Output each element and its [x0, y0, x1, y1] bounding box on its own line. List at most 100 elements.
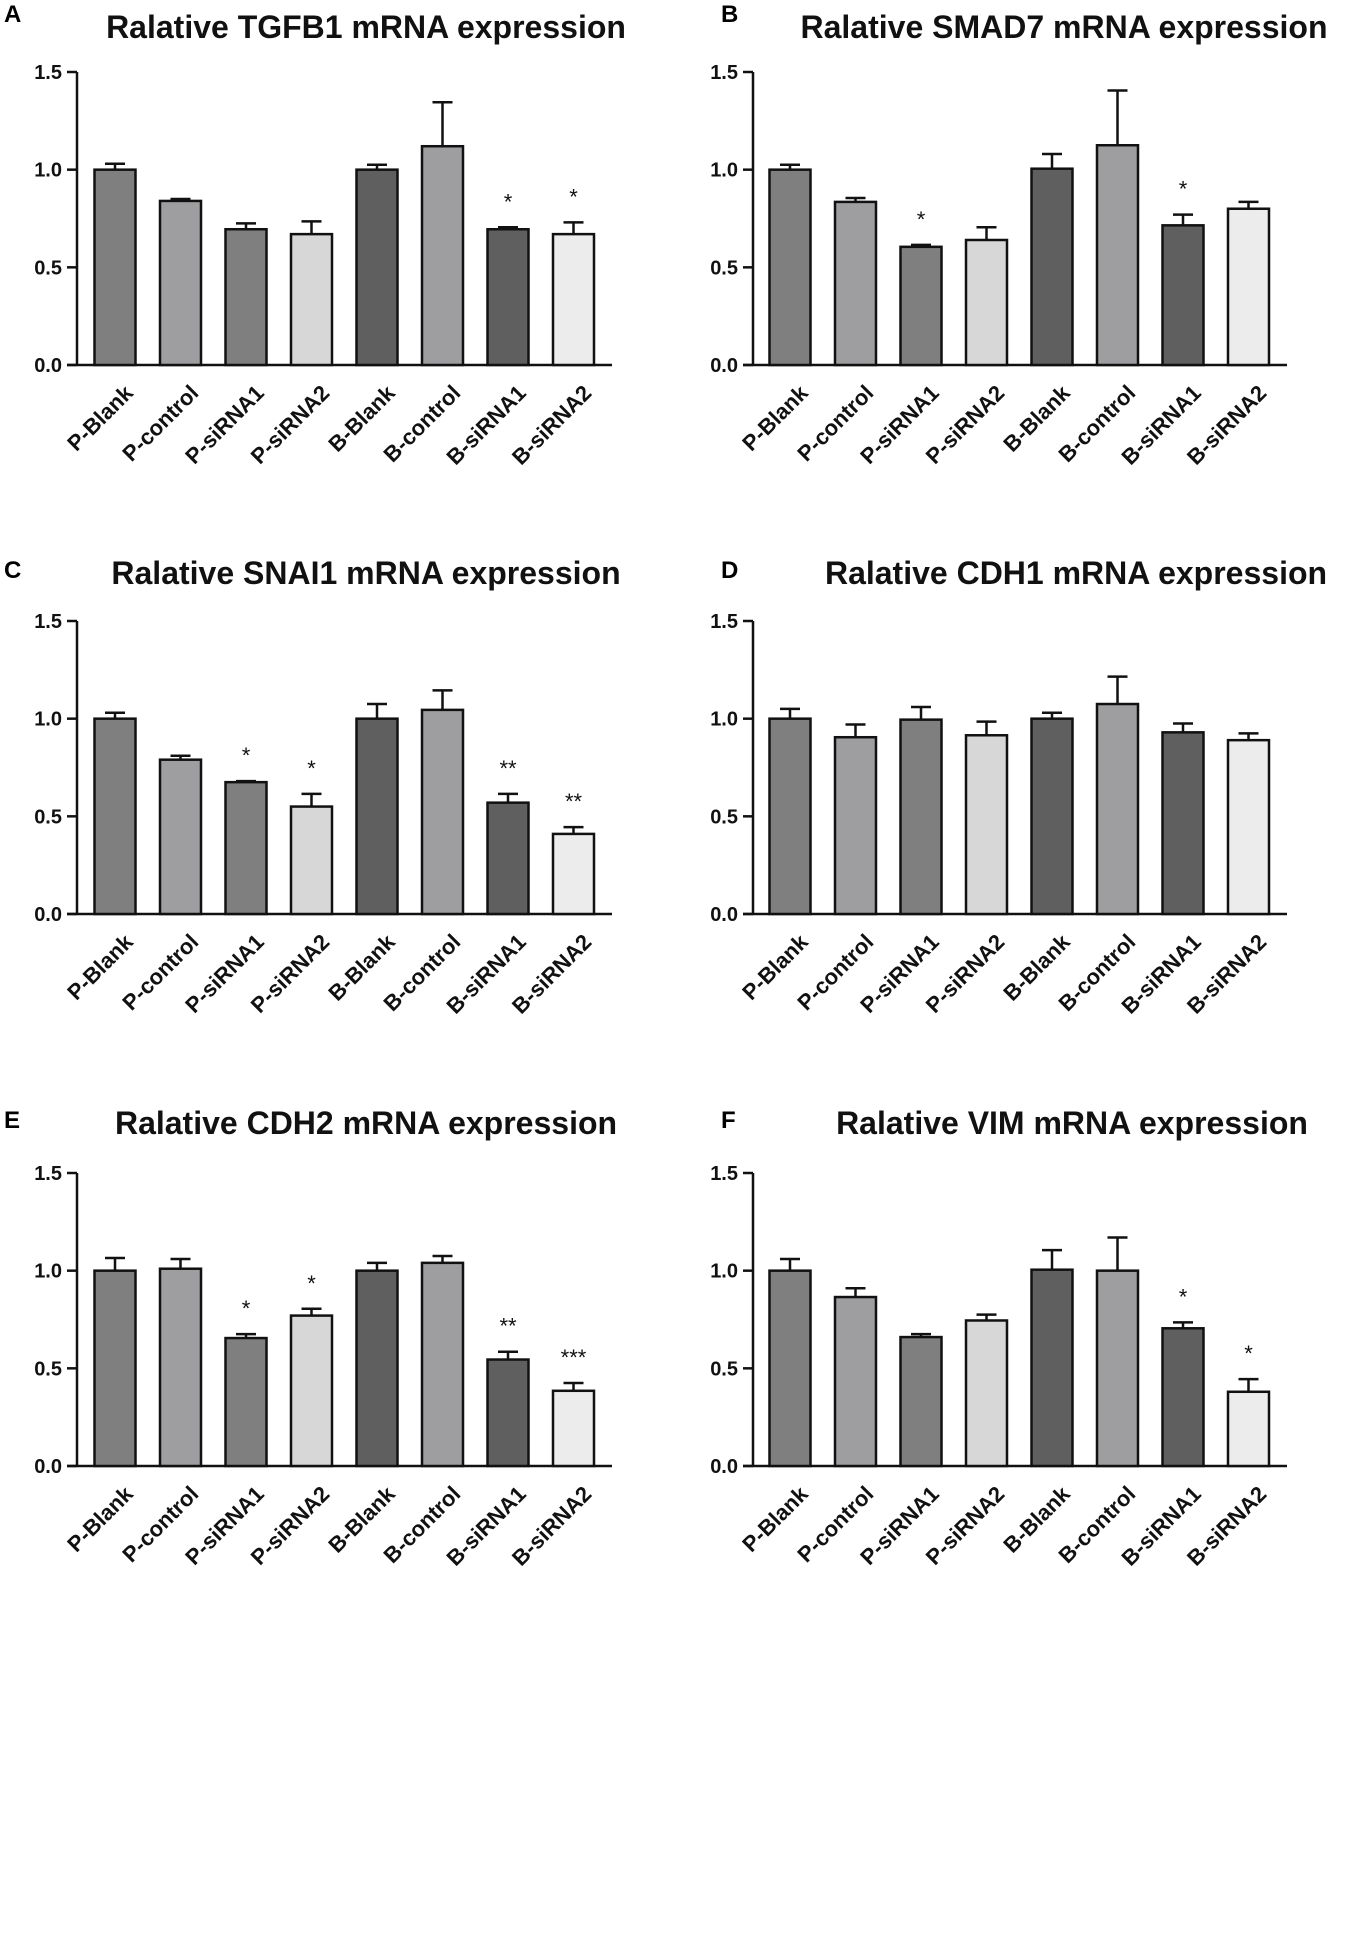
bar-b-sirna2 [1226, 207, 1271, 367]
y-tick-label: 1.0 [710, 1261, 738, 1283]
bar-b-sirna2 [1226, 738, 1271, 916]
bar-b-sirna1 [1161, 1327, 1205, 1468]
y-tick-label: 0.5 [34, 1358, 62, 1380]
bar-p-sirna1 [224, 1336, 268, 1468]
chart-panel-d: D Ralative CDH1 mRNA expression 0.0 0.5 1.0 1… [710, 555, 1327, 1019]
y-tick-label: 1.5 [34, 611, 62, 633]
bar-p-blank [768, 717, 812, 916]
y-tick-label: 0.0 [710, 904, 738, 926]
y-tick-label: 1.0 [710, 709, 738, 731]
bar-b-sirna2 [551, 1389, 596, 1468]
significance-marker: * [504, 189, 513, 214]
panel-letter: B [721, 1, 738, 28]
bar-b-blank [1030, 717, 1074, 916]
panel-letter: D [721, 557, 738, 584]
bar-p-control [833, 200, 878, 367]
y-tick-label: 0.5 [34, 806, 62, 828]
y-tick-label: 0.0 [34, 1456, 62, 1478]
y-tick-label: 0.5 [710, 257, 738, 279]
bar-p-sirna2 [289, 1314, 334, 1468]
chart-panel-e: E Ralative CDH2 mRNA expression 0.0 0.5 1.0 1… [4, 1105, 617, 1571]
bar-b-sirna1 [486, 227, 530, 367]
bar-p-blank [93, 168, 137, 367]
y-tick-label: 0.0 [710, 355, 738, 377]
bar-p-sirna2 [964, 734, 1009, 916]
bar-p-control [158, 1267, 203, 1468]
y-tick-label: 1.5 [34, 1163, 62, 1185]
bar-p-blank [768, 168, 812, 367]
bar-p-sirna1 [899, 1335, 943, 1468]
chart-title: Ralative CDH1 mRNA expression [825, 555, 1327, 591]
panel-letter: A [4, 1, 21, 28]
bar-b-control [420, 1261, 465, 1468]
significance-marker: ** [499, 1314, 517, 1339]
bar-p-sirna1 [224, 780, 268, 916]
significance-marker: * [307, 756, 316, 781]
bar-b-control [1095, 702, 1140, 916]
chart-title: Ralative TGFB1 mRNA expression [106, 9, 626, 45]
bar-p-blank [93, 1269, 137, 1468]
y-tick-label: 1.0 [34, 709, 62, 731]
significance-marker: *** [561, 1345, 587, 1370]
y-tick-label: 0.0 [34, 904, 62, 926]
significance-marker: * [1244, 1341, 1253, 1366]
chart-panel-c: C Ralative SNAI1 mRNA expression 0.0 0.5 1.0… [4, 555, 621, 1019]
panel-letter: F [721, 1107, 736, 1134]
bar-b-sirna1 [486, 801, 530, 916]
bar-p-control [833, 735, 878, 916]
bar-p-control [833, 1295, 878, 1468]
significance-marker: * [242, 1296, 251, 1321]
y-tick-label: 1.0 [34, 160, 62, 182]
bar-p-sirna1 [899, 718, 943, 916]
bar-b-sirna1 [1161, 731, 1205, 916]
chart-title: Ralative SNAI1 mRNA expression [111, 555, 620, 591]
significance-marker: * [1179, 177, 1188, 202]
bar-b-blank [355, 717, 399, 916]
bar-b-blank [1030, 1268, 1074, 1468]
bar-b-sirna2 [551, 832, 596, 916]
significance-marker: * [242, 743, 251, 768]
bar-b-sirna1 [1161, 224, 1205, 367]
chart-title: Ralative CDH2 mRNA expression [115, 1105, 617, 1141]
bar-p-sirna1 [224, 227, 268, 367]
chart-title: Ralative SMAD7 mRNA expression [801, 9, 1328, 45]
chart-panel-f: F Ralative VIM mRNA expression 0.0 0.5 1.0 1.… [710, 1105, 1308, 1571]
bar-p-blank [768, 1269, 812, 1468]
bar-b-control [420, 708, 465, 916]
bar-b-blank [1030, 167, 1074, 367]
bar-b-sirna1 [486, 1358, 530, 1468]
bar-p-sirna1 [899, 245, 943, 367]
bar-p-sirna2 [964, 238, 1009, 367]
panel-letter: C [4, 557, 21, 584]
chart-title: Ralative VIM mRNA expression [836, 1105, 1308, 1141]
bar-p-control [158, 758, 203, 916]
bar-b-control [420, 144, 465, 367]
y-tick-label: 1.5 [710, 62, 738, 84]
significance-marker: * [1179, 1284, 1188, 1309]
bar-p-sirna2 [289, 232, 334, 367]
y-tick-label: 1.5 [710, 1163, 738, 1185]
significance-marker: ** [499, 756, 517, 781]
y-tick-label: 0.5 [710, 806, 738, 828]
chart-panel-a: A Ralative TGFB1 mRNA expression 0.0 0.5 1.0… [4, 1, 626, 470]
bar-p-sirna2 [964, 1319, 1009, 1468]
significance-marker: * [917, 207, 926, 232]
y-tick-label: 0.5 [34, 257, 62, 279]
y-tick-label: 1.5 [34, 62, 62, 84]
bar-b-blank [355, 1269, 399, 1468]
bar-p-control [158, 199, 203, 367]
y-tick-label: 1.0 [710, 160, 738, 182]
bar-p-blank [93, 717, 137, 916]
panel-letter: E [4, 1107, 20, 1134]
significance-marker: ** [565, 789, 583, 814]
chart-panel-b: B Ralative SMAD7 mRNA expression 0.0 0.5 1.0… [710, 1, 1327, 470]
bar-b-blank [355, 168, 399, 367]
significance-marker: * [307, 1271, 316, 1296]
y-tick-label: 0.0 [710, 1456, 738, 1478]
bar-b-control [1095, 1269, 1140, 1468]
y-tick-label: 1.0 [34, 1261, 62, 1283]
y-tick-label: 0.5 [710, 1358, 738, 1380]
bar-b-sirna2 [551, 232, 596, 367]
bar-p-sirna2 [289, 805, 334, 916]
